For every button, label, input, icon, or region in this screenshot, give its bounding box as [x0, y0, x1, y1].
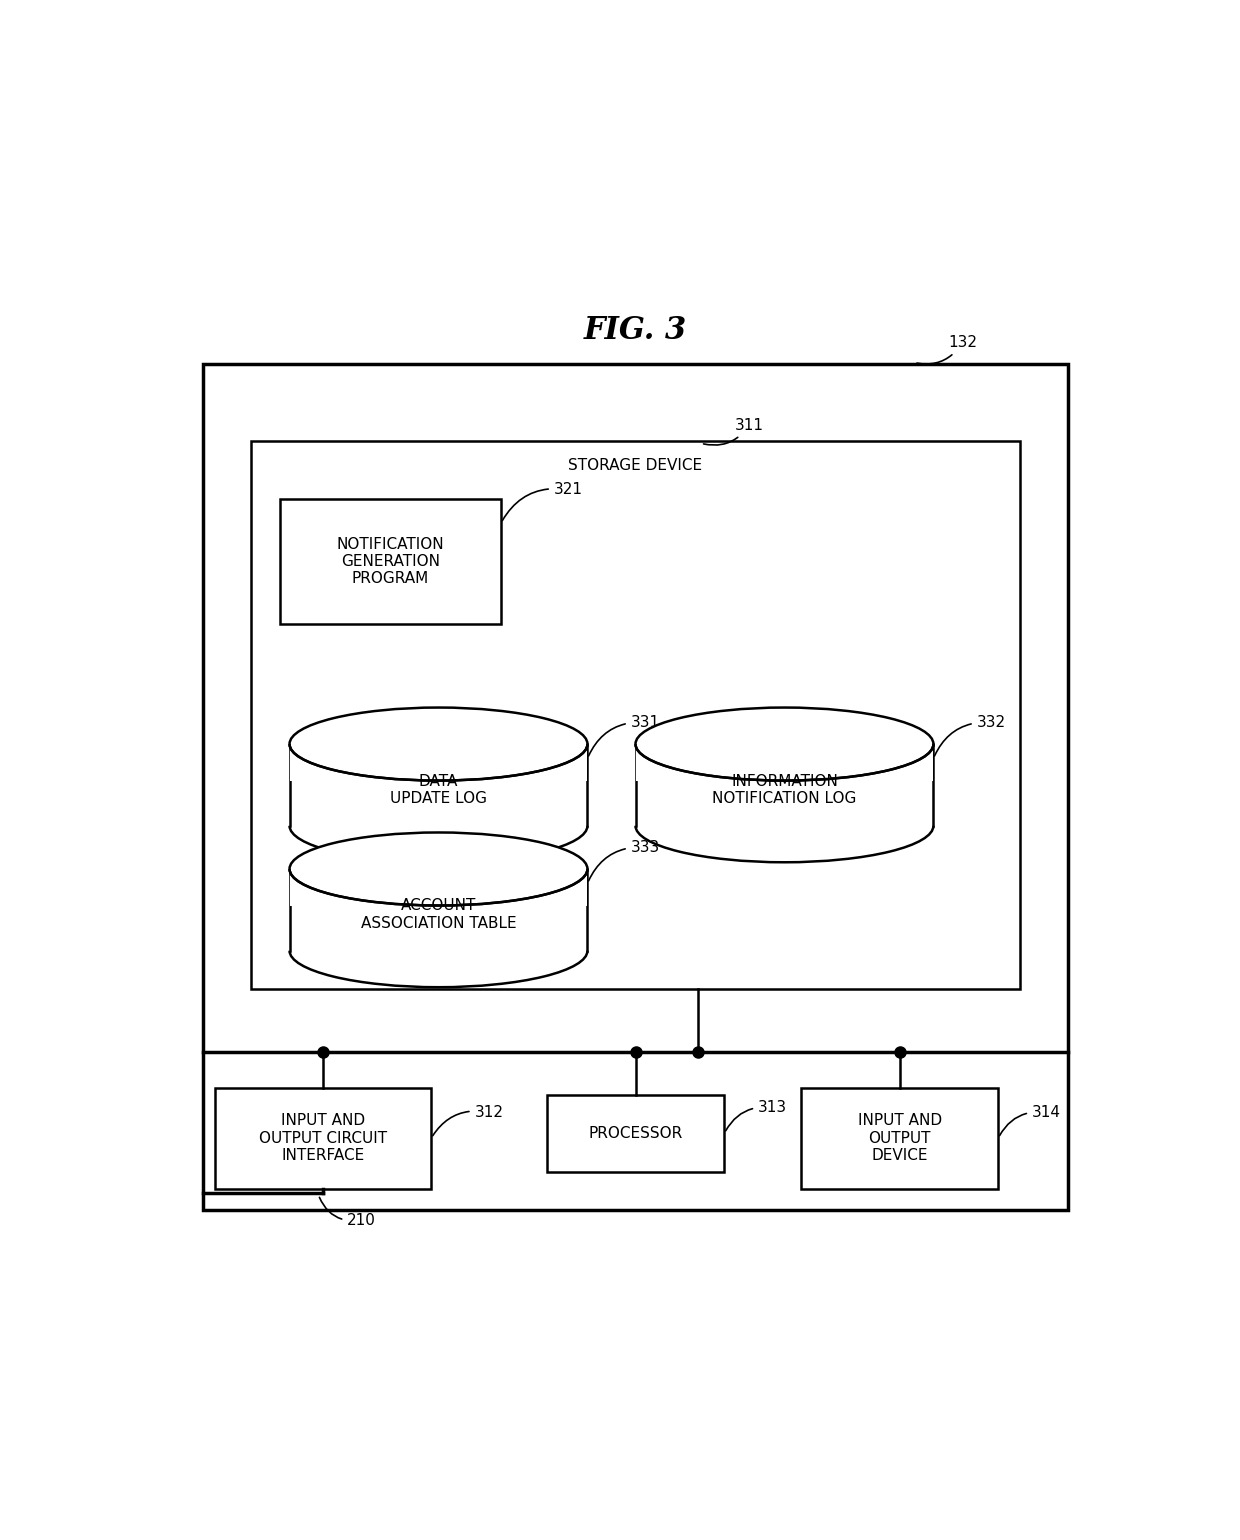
Bar — [635, 744, 934, 781]
Text: 312: 312 — [433, 1104, 503, 1135]
Text: DATA
UPDATE LOG: DATA UPDATE LOG — [391, 773, 487, 805]
Bar — [635, 744, 934, 825]
Bar — [547, 1095, 724, 1172]
Bar — [203, 365, 1068, 1210]
Bar — [215, 1087, 432, 1189]
Bar — [280, 499, 501, 624]
Text: PROCESSOR: PROCESSOR — [588, 1126, 683, 1141]
Ellipse shape — [289, 833, 588, 906]
Text: FIG. 3: FIG. 3 — [584, 316, 687, 346]
Bar — [289, 869, 588, 906]
Text: ACCOUNT
ASSOCIATION TABLE: ACCOUNT ASSOCIATION TABLE — [361, 898, 516, 930]
Text: 331: 331 — [589, 715, 660, 756]
Text: INFORMATION
NOTIFICATION LOG: INFORMATION NOTIFICATION LOG — [712, 773, 857, 805]
Bar — [289, 869, 588, 950]
Bar — [289, 744, 588, 781]
Text: INPUT AND
OUTPUT CIRCUIT
INTERFACE: INPUT AND OUTPUT CIRCUIT INTERFACE — [259, 1113, 387, 1163]
Text: INPUT AND
OUTPUT
DEVICE: INPUT AND OUTPUT DEVICE — [858, 1113, 942, 1163]
Bar — [801, 1087, 998, 1189]
Text: 314: 314 — [999, 1104, 1061, 1135]
Text: 210: 210 — [320, 1197, 376, 1227]
Ellipse shape — [289, 707, 588, 781]
Text: 333: 333 — [589, 839, 660, 881]
Bar — [250, 442, 1021, 989]
Text: 313: 313 — [725, 1100, 787, 1130]
Text: 321: 321 — [502, 482, 583, 521]
Bar — [289, 744, 588, 825]
Text: 311: 311 — [703, 417, 764, 445]
Text: NOTIFICATION
GENERATION
PROGRAM: NOTIFICATION GENERATION PROGRAM — [336, 536, 444, 587]
Text: 332: 332 — [935, 715, 1006, 756]
Text: 132: 132 — [916, 336, 977, 363]
Ellipse shape — [635, 707, 934, 781]
Text: STORAGE DEVICE: STORAGE DEVICE — [568, 457, 703, 473]
